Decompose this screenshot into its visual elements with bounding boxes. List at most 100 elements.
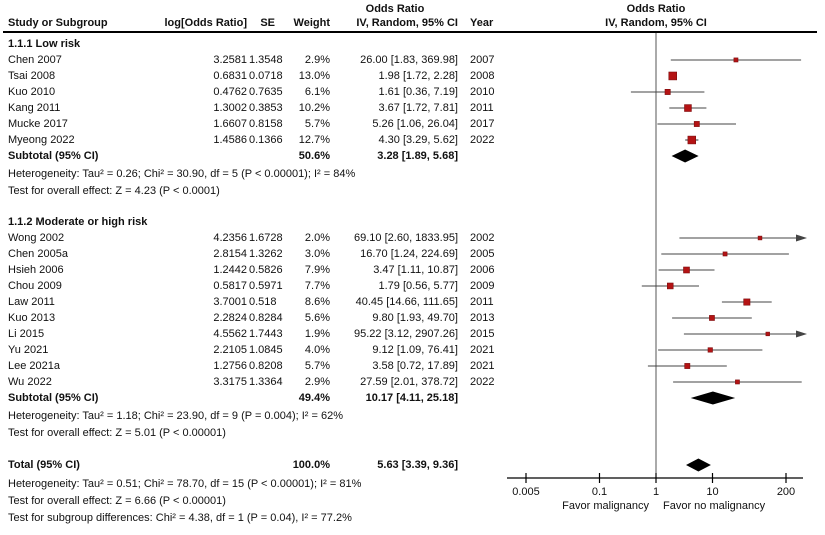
study-name: Kuo 2013 xyxy=(8,312,56,324)
year-value: 2009 xyxy=(470,280,495,292)
study-name: Law 2011 xyxy=(8,296,55,308)
year-value: 2021 xyxy=(470,360,495,372)
total-label: Total (95% CI) xyxy=(8,459,80,471)
se-value: 1.3262 xyxy=(249,248,283,260)
log-odds-ratio-value: 0.4762 xyxy=(213,86,247,98)
log-odds-ratio-value: 3.3175 xyxy=(213,376,247,388)
log-odds-ratio-value: 1.2756 xyxy=(213,360,247,372)
se-value: 0.5971 xyxy=(249,280,283,292)
weight-value: 10.2% xyxy=(298,102,330,114)
plot-header-iv-random-ci: IV, Random, 95% CI xyxy=(605,17,707,29)
stats-row: Test for overall effect: Z = 4.23 (P < 0… xyxy=(0,183,825,199)
study-row: Hsieh 2006 1.2442 0.5826 7.9% 3.47 [1.11, 10… xyxy=(0,262,825,278)
odds-ratio-ci-value: 69.10 [2.60, 1833.95] xyxy=(354,232,458,244)
study-name: Kuo 2010 xyxy=(8,86,56,98)
weight-value: 5.7% xyxy=(304,360,330,372)
column-header-study: Study or Subgroup xyxy=(8,17,108,29)
total-row: Total (95% CI) 100.0% 5.63 [3.39, 9.36] xyxy=(0,457,825,473)
study-name: Mucke 2017 xyxy=(8,118,68,130)
stats-row: Test for subgroup differences: Chi² = 4.… xyxy=(0,510,825,526)
weight-value: 2.9% xyxy=(304,54,330,66)
log-odds-ratio-value: 1.3002 xyxy=(213,102,247,114)
log-odds-ratio-value: 0.6831 xyxy=(213,70,247,82)
year-value: 2011 xyxy=(470,102,494,114)
heterogeneity-text: Heterogeneity: Tau² = 1.18; Chi² = 23.90… xyxy=(8,410,343,422)
year-value: 2022 xyxy=(470,376,495,388)
weight-value: 7.9% xyxy=(304,264,330,276)
subtotal-weight: 50.6% xyxy=(298,150,330,162)
se-value: 0.8158 xyxy=(249,118,283,130)
log-odds-ratio-value: 3.2581 xyxy=(213,54,247,66)
stats-row: Test for overall effect: Z = 5.01 (P < 0… xyxy=(0,425,825,441)
study-name: Tsai 2008 xyxy=(8,70,56,82)
se-value: 0.3853 xyxy=(249,102,283,114)
odds-ratio-ci-value: 4.30 [3.29, 5.62] xyxy=(378,134,458,146)
log-odds-ratio-value: 2.2105 xyxy=(213,344,247,356)
weight-value: 8.6% xyxy=(304,296,330,308)
study-name: Chou 2009 xyxy=(8,280,62,292)
se-value: 0.5826 xyxy=(249,264,283,276)
study-name: Chen 2005a xyxy=(8,248,68,260)
study-name: Hsieh 2006 xyxy=(8,264,64,276)
study-name: Wong 2002 xyxy=(8,232,65,244)
se-value: 1.0845 xyxy=(249,344,283,356)
odds-ratio-ci-value: 3.47 [1.11, 10.87] xyxy=(373,264,458,276)
year-value: 2011 xyxy=(470,296,494,308)
se-value: 1.3548 xyxy=(249,54,283,66)
total-overall-effect-text: Test for overall effect: Z = 6.66 (P < 0… xyxy=(8,495,226,507)
weight-value: 2.9% xyxy=(304,376,330,388)
weight-value: 1.9% xyxy=(304,328,330,340)
year-value: 2013 xyxy=(470,312,495,324)
group-label-row: 1.1.2 Moderate or high risk xyxy=(0,214,825,230)
axis-tick-label: 1 xyxy=(652,486,660,498)
axis-tick-label: 10 xyxy=(706,486,719,498)
study-row: Lee 2021a 1.2756 0.8208 5.7% 3.58 [0.72, 17.… xyxy=(0,358,825,374)
year-value: 2010 xyxy=(470,86,495,98)
column-header-se: SE xyxy=(260,17,275,29)
column-header-log-odds-ratio: log[Odds Ratio] xyxy=(164,17,248,29)
odds-ratio-ci-value: 5.26 [1.06, 26.04] xyxy=(372,118,458,130)
stats-row: Heterogeneity: Tau² = 1.18; Chi² = 23.90… xyxy=(0,408,825,424)
stats-row: Heterogeneity: Tau² = 0.26; Chi² = 30.90… xyxy=(0,166,825,182)
group-label: 1.1.2 Moderate or high risk xyxy=(8,216,148,228)
odds-ratio-ci-value: 16.70 [1.24, 224.69] xyxy=(360,248,458,260)
se-value: 0.0718 xyxy=(249,70,283,82)
odds-ratio-ci-value: 95.22 [3.12, 2907.26] xyxy=(354,328,458,340)
year-value: 2017 xyxy=(470,118,495,130)
study-name: Kang 2011 xyxy=(8,102,61,114)
study-row: Wong 2002 4.2356 1.6728 2.0% 69.10 [2.60, 18… xyxy=(0,230,825,246)
odds-ratio-ci-value: 1.98 [1.72, 2.28] xyxy=(378,70,458,82)
study-row: Myeong 2022 1.4586 0.1366 12.7% 4.30 [3.29, … xyxy=(0,132,825,148)
se-value: 0.1366 xyxy=(249,134,283,146)
column-header-odds-ratio: Odds Ratio xyxy=(365,3,425,15)
odds-ratio-ci-value: 9.80 [1.93, 49.70] xyxy=(372,312,458,324)
odds-ratio-ci-value: 9.12 [1.09, 76.41] xyxy=(372,344,458,356)
se-value: 0.7635 xyxy=(249,86,283,98)
odds-ratio-ci-value: 40.45 [14.66, 111.65] xyxy=(355,296,458,308)
odds-ratio-ci-value: 27.59 [2.01, 378.72] xyxy=(360,376,458,388)
overall-effect-text: Test for overall effect: Z = 5.01 (P < 0… xyxy=(8,427,226,439)
stats-row: Test for overall effect: Z = 6.66 (P < 0… xyxy=(0,493,825,509)
se-value: 0.8208 xyxy=(249,360,283,372)
column-header-year: Year xyxy=(470,17,494,29)
study-name: Li 2015 xyxy=(8,328,45,340)
year-value: 2005 xyxy=(470,248,495,260)
study-row: Kang 2011 1.3002 0.3853 10.2% 3.67 [1.72, 7.… xyxy=(0,100,825,116)
weight-value: 13.0% xyxy=(298,70,330,82)
subtotal-label: Subtotal (95% CI) xyxy=(8,392,99,404)
year-value: 2022 xyxy=(470,134,495,146)
odds-ratio-ci-value: 3.58 [0.72, 17.89] xyxy=(372,360,458,372)
weight-value: 6.1% xyxy=(304,86,330,98)
study-row: Li 2015 4.5562 1.7443 1.9% 95.22 [3.12, 2907… xyxy=(0,326,825,342)
weight-value: 4.0% xyxy=(304,344,330,356)
study-row: Kuo 2013 2.2824 0.8284 5.6% 9.80 [1.93, 49.7… xyxy=(0,310,825,326)
weight-value: 5.6% xyxy=(304,312,330,324)
odds-ratio-ci-value: 1.61 [0.36, 7.19] xyxy=(378,86,458,98)
group-label-row: 1.1.1 Low risk xyxy=(0,36,825,52)
se-value: 0.8284 xyxy=(249,312,283,324)
log-odds-ratio-value: 2.2824 xyxy=(213,312,247,324)
year-value: 2008 xyxy=(470,70,495,82)
total-heterogeneity-text: Heterogeneity: Tau² = 0.51; Chi² = 78.70… xyxy=(8,478,362,490)
se-value: 1.3364 xyxy=(249,376,283,388)
subtotal-ci: 3.28 [1.89, 5.68] xyxy=(377,150,458,162)
